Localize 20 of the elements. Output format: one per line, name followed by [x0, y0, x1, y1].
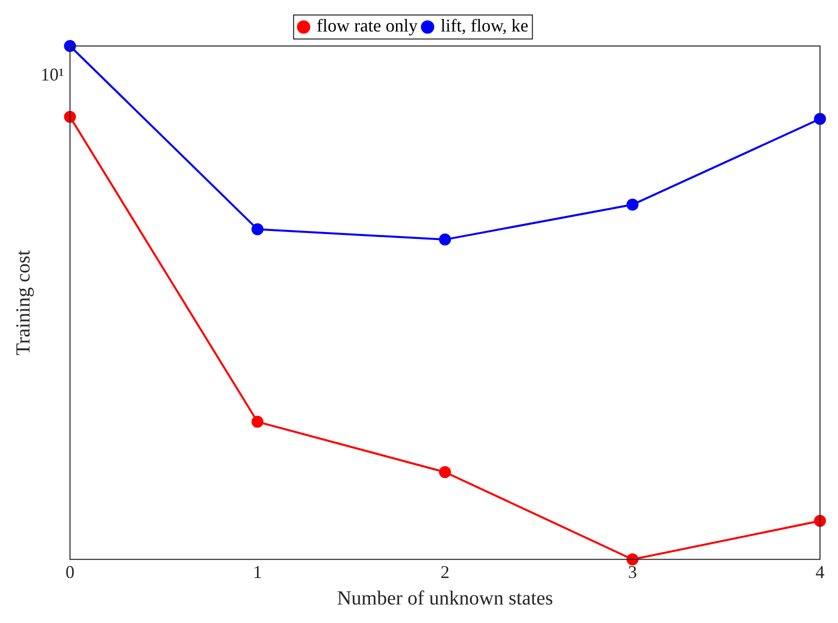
x-axis-title: Number of unknown states: [336, 587, 554, 610]
point: [64, 110, 76, 123]
y-axis-title: Training cost: [12, 250, 34, 356]
x-tick-label: 0: [66, 562, 74, 582]
point: [626, 553, 638, 566]
point: [626, 198, 638, 211]
x-tick-label: 4: [816, 562, 824, 582]
point: [252, 416, 264, 428]
legend-label: lift, flow, ke: [440, 16, 528, 36]
legend-label: flow rate only: [316, 16, 418, 36]
point: [814, 514, 826, 527]
x-tick-label: 3: [628, 562, 637, 582]
x-tick-label: 1: [253, 562, 262, 582]
point: [814, 112, 826, 125]
text: 10¹: [40, 64, 64, 85]
point: [252, 223, 264, 236]
x-tick-label: 2: [440, 562, 450, 582]
point: [439, 234, 451, 246]
point: [439, 466, 451, 478]
point: [64, 40, 76, 52]
